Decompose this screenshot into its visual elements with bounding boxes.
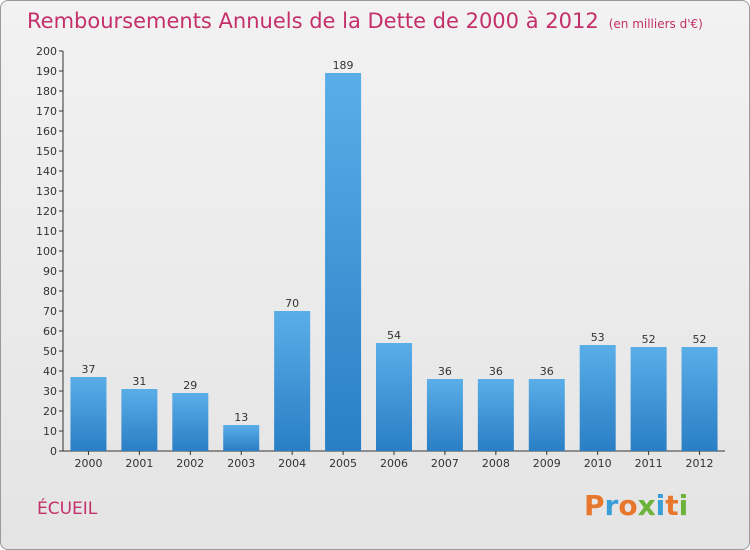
x-tick-label: 2003 — [227, 457, 255, 470]
bar — [477, 379, 514, 451]
chart-title: Remboursements Annuels de la Dette de 20… — [27, 9, 703, 33]
x-tick-label: 2010 — [584, 457, 612, 470]
bar — [630, 347, 667, 451]
y-tick-label: 150 — [36, 145, 57, 158]
bar-value-label: 13 — [234, 411, 248, 424]
y-tick-label: 130 — [36, 185, 57, 198]
y-tick-label: 90 — [43, 265, 57, 278]
bar — [223, 425, 260, 451]
x-tick-label: 2008 — [482, 457, 510, 470]
y-tick-label: 70 — [43, 305, 57, 318]
y-tick-label: 140 — [36, 165, 57, 178]
logo-letter: i — [678, 489, 689, 522]
logo-letter: i — [655, 489, 666, 522]
x-tick-label: 2011 — [635, 457, 663, 470]
y-tick-label: 10 — [43, 425, 57, 438]
bar — [172, 393, 209, 451]
logo-letter: o — [618, 489, 638, 522]
y-tick-label: 180 — [36, 85, 57, 98]
proxiti-logo: Proxiti — [584, 489, 688, 522]
logo-letter: r — [604, 489, 619, 522]
x-tick-label: 2006 — [380, 457, 408, 470]
bar — [579, 345, 616, 451]
bar-value-label: 54 — [387, 329, 401, 342]
x-tick-label: 2002 — [176, 457, 204, 470]
y-tick-label: 60 — [43, 325, 57, 338]
bar — [121, 389, 158, 451]
bar-value-label: 52 — [642, 333, 656, 346]
x-tick-label: 2009 — [533, 457, 561, 470]
bar-value-label: 37 — [81, 363, 95, 376]
bar — [274, 311, 311, 451]
y-tick-label: 170 — [36, 105, 57, 118]
bar-value-label: 53 — [591, 331, 605, 344]
logo-letter: t — [665, 489, 679, 522]
y-tick-label: 110 — [36, 225, 57, 238]
bar-value-label: 29 — [183, 379, 197, 392]
y-tick-label: 80 — [43, 285, 57, 298]
x-tick-label: 2000 — [74, 457, 102, 470]
y-tick-label: 190 — [36, 65, 57, 78]
chart-axes: 0 10 20 30 40 50 60 70 80 90 100 110 120 130 140 150 160… — [36, 45, 725, 470]
chart-title-text: Remboursements Annuels de la Dette de 20… — [27, 9, 599, 33]
x-tick-label: 2001 — [125, 457, 153, 470]
x-tick-label: 2007 — [431, 457, 459, 470]
logo-letter: x — [637, 489, 656, 522]
x-tick-label: 2004 — [278, 457, 306, 470]
y-tick-label: 20 — [43, 405, 57, 418]
y-tick-label: 120 — [36, 205, 57, 218]
bar-value-label: 36 — [489, 365, 503, 378]
y-tick-label: 30 — [43, 385, 57, 398]
y-tick-label: 100 — [36, 245, 57, 258]
bar-value-label: 70 — [285, 297, 299, 310]
bar — [528, 379, 565, 451]
bar-value-label: 36 — [540, 365, 554, 378]
y-tick-label: 160 — [36, 125, 57, 138]
bar-value-label: 31 — [132, 375, 146, 388]
bar-value-label: 189 — [333, 59, 354, 72]
y-tick-label: 200 — [36, 45, 57, 58]
bar-value-label: 52 — [693, 333, 707, 346]
y-tick-label: 0 — [50, 445, 57, 458]
bar — [376, 343, 412, 451]
chart-bars: 37 31 29 13 70 189 54 36 36 36 53 52 52 — [70, 59, 718, 451]
bar-value-label: 36 — [438, 365, 452, 378]
bar — [325, 73, 362, 451]
y-tick-label: 50 — [43, 345, 57, 358]
x-tick-label: 2005 — [329, 457, 357, 470]
bar — [70, 377, 107, 451]
bar — [426, 379, 463, 451]
chart-subtitle: (en milliers d'€) — [608, 17, 703, 31]
logo-letter: P — [584, 489, 605, 522]
commune-name: ÉCUEIL — [37, 499, 98, 519]
bar — [681, 347, 718, 451]
x-tick-label: 2012 — [686, 457, 714, 470]
y-tick-label: 40 — [43, 365, 57, 378]
